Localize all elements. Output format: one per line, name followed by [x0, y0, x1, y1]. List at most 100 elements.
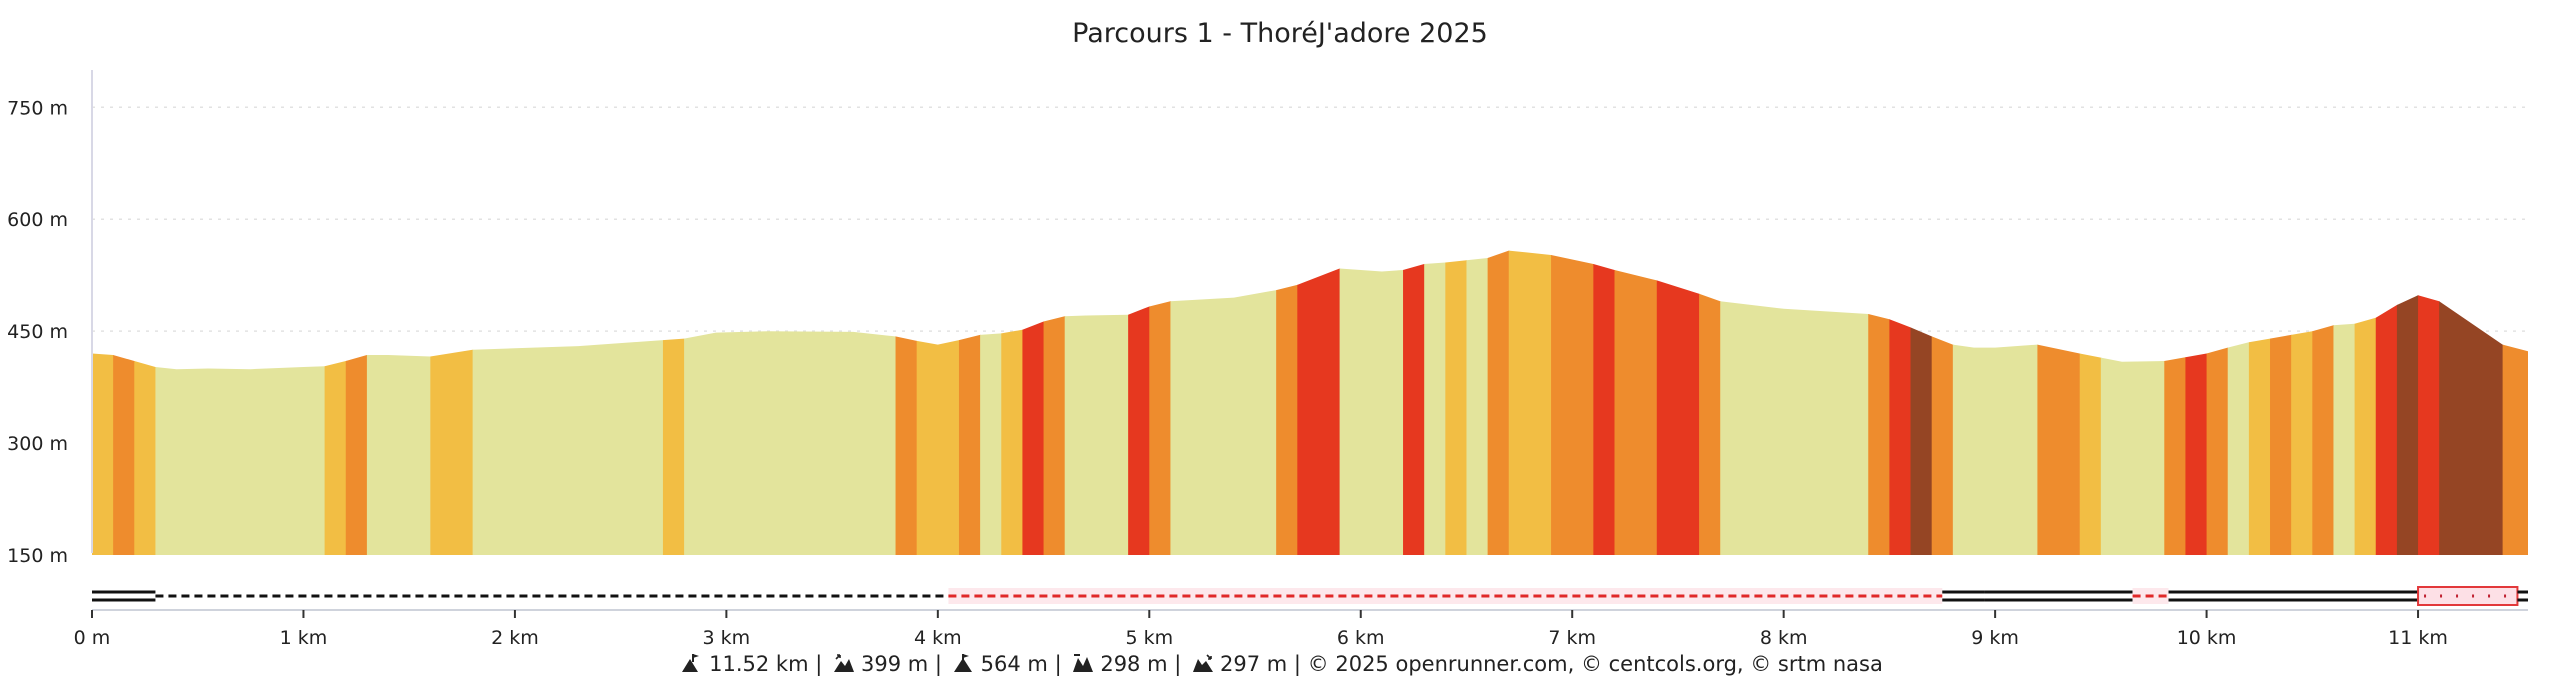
- slope-segment: [2037, 250, 2081, 555]
- slope-segment: [1001, 250, 1024, 555]
- x-axis-ticks: 0 m 1 km 2 km 3 km 4 km 5 km 6 km 7 km 8 km 9 km 1…: [74, 610, 2448, 649]
- slope-segment: [1656, 250, 1700, 555]
- slope-segment: [324, 250, 347, 555]
- x-tick-label: 5 km: [1125, 627, 1173, 649]
- elevation-loss-icon: [1193, 654, 1213, 672]
- slope-segment: [1445, 250, 1468, 555]
- separator: |: [1054, 652, 1062, 676]
- slope-segment: [366, 250, 431, 555]
- slope-segment: [1720, 250, 1869, 555]
- slope-segment: [895, 250, 918, 555]
- slope-segment: [1149, 250, 1172, 555]
- slope-segment: [1424, 250, 1446, 555]
- slope-segment: [113, 250, 135, 555]
- slope-segment: [2375, 250, 2398, 555]
- x-tick-label: 10 km: [2177, 627, 2237, 649]
- slope-segment: [1551, 250, 1594, 555]
- slope-segment: [1889, 250, 1912, 555]
- slope-segment: [1297, 250, 1341, 555]
- x-tick-label: 9 km: [1971, 627, 2019, 649]
- y-tick-label: 150 m: [7, 545, 68, 567]
- x-tick-label: 8 km: [1760, 627, 1808, 649]
- slope-segments: [92, 250, 2528, 555]
- slope-segment: [2248, 250, 2271, 555]
- slope-segment: [1487, 250, 1510, 555]
- slope-segment: [684, 250, 897, 555]
- slope-segment: [1276, 250, 1298, 555]
- slope-segment: [662, 250, 685, 555]
- slope-segment: [2439, 250, 2504, 555]
- slope-segment: [958, 250, 981, 555]
- slope-segment: [2502, 250, 2528, 555]
- slope-segment: [2079, 250, 2102, 555]
- y-tick-label: 750 m: [7, 97, 68, 119]
- separator: |: [1174, 652, 1182, 676]
- slope-segment: [92, 250, 114, 555]
- separator: |: [934, 652, 942, 676]
- x-tick-label: 1 km: [280, 627, 328, 649]
- elevation-loss-value: 297 m: [1220, 652, 1288, 676]
- slope-segment: [2333, 250, 2356, 555]
- elevation-gain-value: 399 m: [860, 652, 929, 676]
- slope-segment: [2227, 250, 2250, 555]
- slope-segment: [1170, 250, 1277, 555]
- slope-segment: [1022, 250, 1045, 555]
- slope-segment: [1466, 250, 1489, 555]
- slope-segment: [134, 250, 157, 555]
- x-tick-label: 7 km: [1548, 627, 1596, 649]
- surface-path-band: [2417, 586, 2519, 606]
- x-tick-label: 3 km: [703, 627, 751, 649]
- slope-segment: [2164, 250, 2187, 555]
- slope-segment: [1868, 250, 1890, 555]
- slope-segment: [2354, 250, 2377, 555]
- slope-segment: [1043, 250, 1066, 555]
- slope-segment: [1699, 250, 1721, 555]
- slope-segment: [2185, 250, 2208, 555]
- slope-segment: [916, 250, 960, 555]
- separator: |: [1293, 652, 1301, 676]
- distance-value: 11.52 km: [709, 652, 809, 676]
- elevation-profile-chart: 150 m 300 m 450 m 600 m 750 m 0 m 1 km 2 km 3 k…: [7, 70, 2528, 649]
- credits-text: © 2025 openrunner.com, © centcols.org, ©…: [1307, 652, 1883, 676]
- y-tick-label: 450 m: [7, 321, 68, 343]
- slope-segment: [155, 250, 326, 555]
- x-tick-label: 4 km: [914, 627, 962, 649]
- max-altitude-icon: [953, 654, 972, 672]
- slope-segment: [2418, 250, 2440, 555]
- slope-segment: [1931, 250, 1954, 555]
- slope-segment: [2206, 250, 2229, 555]
- slope-segment: [2291, 250, 2313, 555]
- slope-segment: [1614, 250, 1658, 555]
- slope-segment: [430, 250, 474, 555]
- x-tick-label: 6 km: [1337, 627, 1385, 649]
- slope-segment: [2270, 250, 2292, 555]
- slope-segment: [1508, 250, 1552, 555]
- slope-segment: [1128, 250, 1150, 555]
- slope-segment: [1064, 250, 1129, 555]
- x-tick-label: 11 km: [2388, 627, 2448, 649]
- slope-segment: [1593, 250, 1616, 555]
- x-tick-label: 0 m: [74, 627, 111, 649]
- slope-segment: [2312, 250, 2335, 555]
- slope-segment: [980, 250, 1002, 555]
- slope-segment: [472, 250, 664, 555]
- slope-segment: [345, 250, 368, 555]
- y-axis-ticks: 150 m 300 m 450 m 600 m 750 m: [7, 97, 68, 567]
- y-tick-label: 300 m: [7, 433, 68, 455]
- slope-segment: [2100, 250, 2165, 555]
- separator: |: [815, 652, 823, 676]
- x-tick-label: 2 km: [491, 627, 539, 649]
- min-altitude-value: 298 m: [1100, 652, 1168, 676]
- chart-title: Parcours 1 - ThoréJ'adore 2025: [1072, 18, 1488, 49]
- elevation-gain-icon: [833, 654, 854, 672]
- slope-segment: [1952, 250, 2039, 555]
- slope-segment: [1910, 250, 1933, 555]
- route-stats-footer: 11.52 km | 399 m | 564 m | 298 m | 297 m…: [0, 652, 2560, 676]
- max-altitude-value: 564 m: [980, 652, 1048, 676]
- slope-segment: [1339, 250, 1404, 555]
- slope-segment: [2396, 250, 2419, 555]
- min-altitude-icon: [1073, 654, 1094, 672]
- surface-strip: [92, 586, 2528, 606]
- slope-segment: [1403, 250, 1425, 555]
- distance-icon: [682, 654, 700, 672]
